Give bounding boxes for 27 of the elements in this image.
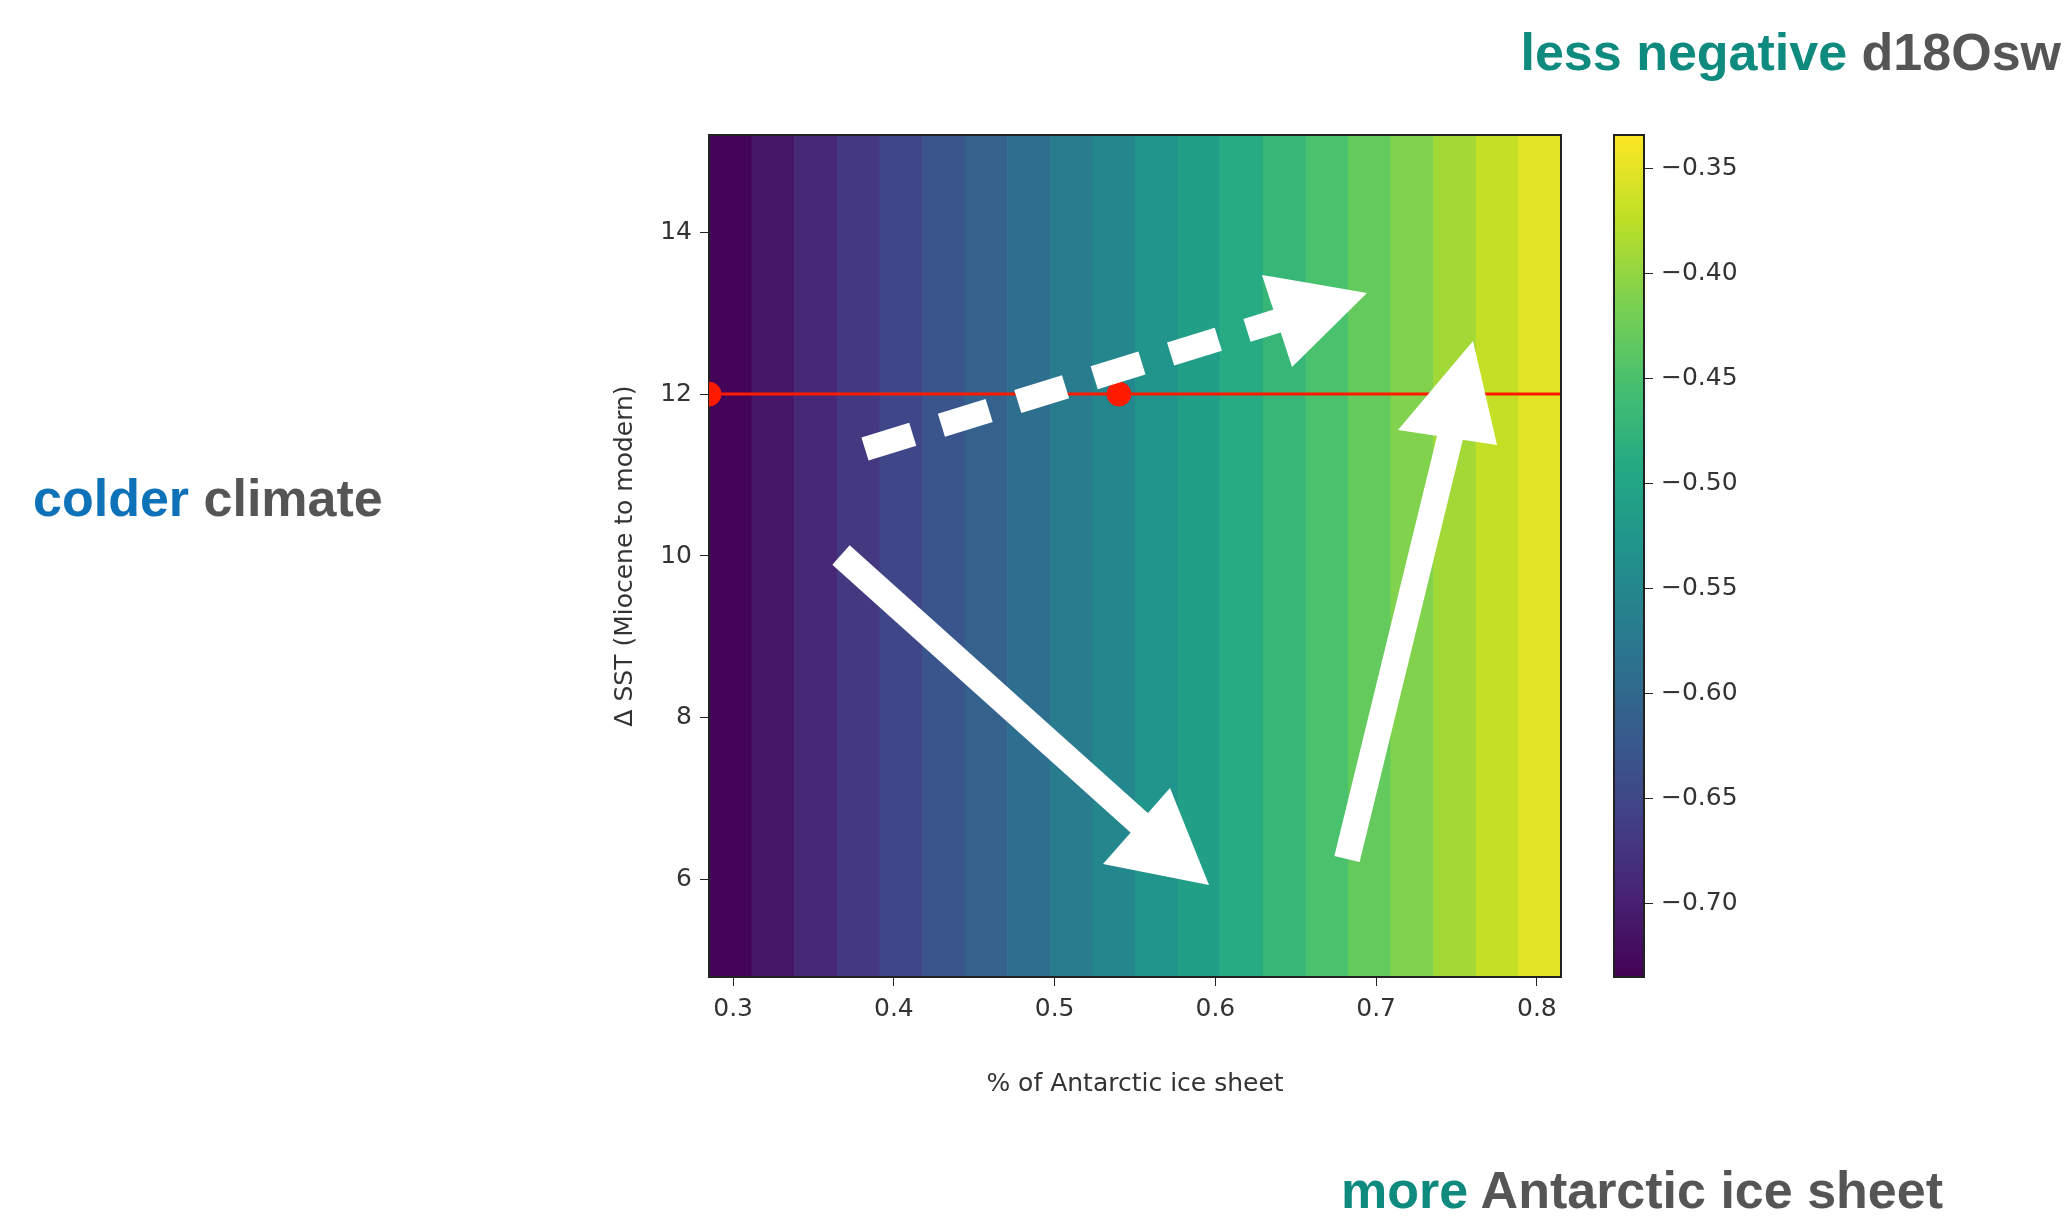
y-tick-label: 8 [676, 701, 692, 731]
color-bar-label: −0.70 [1661, 887, 1738, 917]
x-tick-label: 0.3 [713, 992, 753, 1022]
x-tick-label: 0.5 [1034, 992, 1075, 1022]
y-tick-label: 12 [660, 377, 692, 407]
y-tick-label: 14 [660, 215, 692, 245]
color-bar-label: −0.45 [1661, 362, 1738, 392]
x-tick-label: 0.6 [1195, 992, 1236, 1022]
text: Antarctic ice sheet [1480, 1161, 1943, 1219]
text: more [1340, 1161, 1469, 1219]
y-tick-label: 6 [676, 863, 692, 893]
x-axis-title: % of Antarctic ice sheet [986, 1067, 1284, 1097]
text: d18Osw [1861, 23, 2061, 81]
color-bar-label: −0.40 [1661, 257, 1738, 287]
x-tick-label: 0.7 [1356, 992, 1397, 1022]
text: colder [33, 469, 190, 527]
color-bar-label: −0.55 [1661, 572, 1738, 602]
color-bar-label: −0.65 [1661, 782, 1738, 812]
color-bar-label: −0.50 [1661, 467, 1738, 497]
y-axis-title: Δ SST (Miocene to modern) [608, 385, 638, 727]
text: climate [203, 469, 383, 527]
color-bar-label: −0.35 [1661, 152, 1738, 182]
y-tick-label: 10 [660, 539, 692, 569]
x-tick-label: 0.4 [873, 992, 914, 1022]
text: less negative [1520, 23, 1848, 81]
x-tick-label: 0.8 [1517, 992, 1557, 1022]
color-bar-label: −0.60 [1661, 677, 1738, 707]
